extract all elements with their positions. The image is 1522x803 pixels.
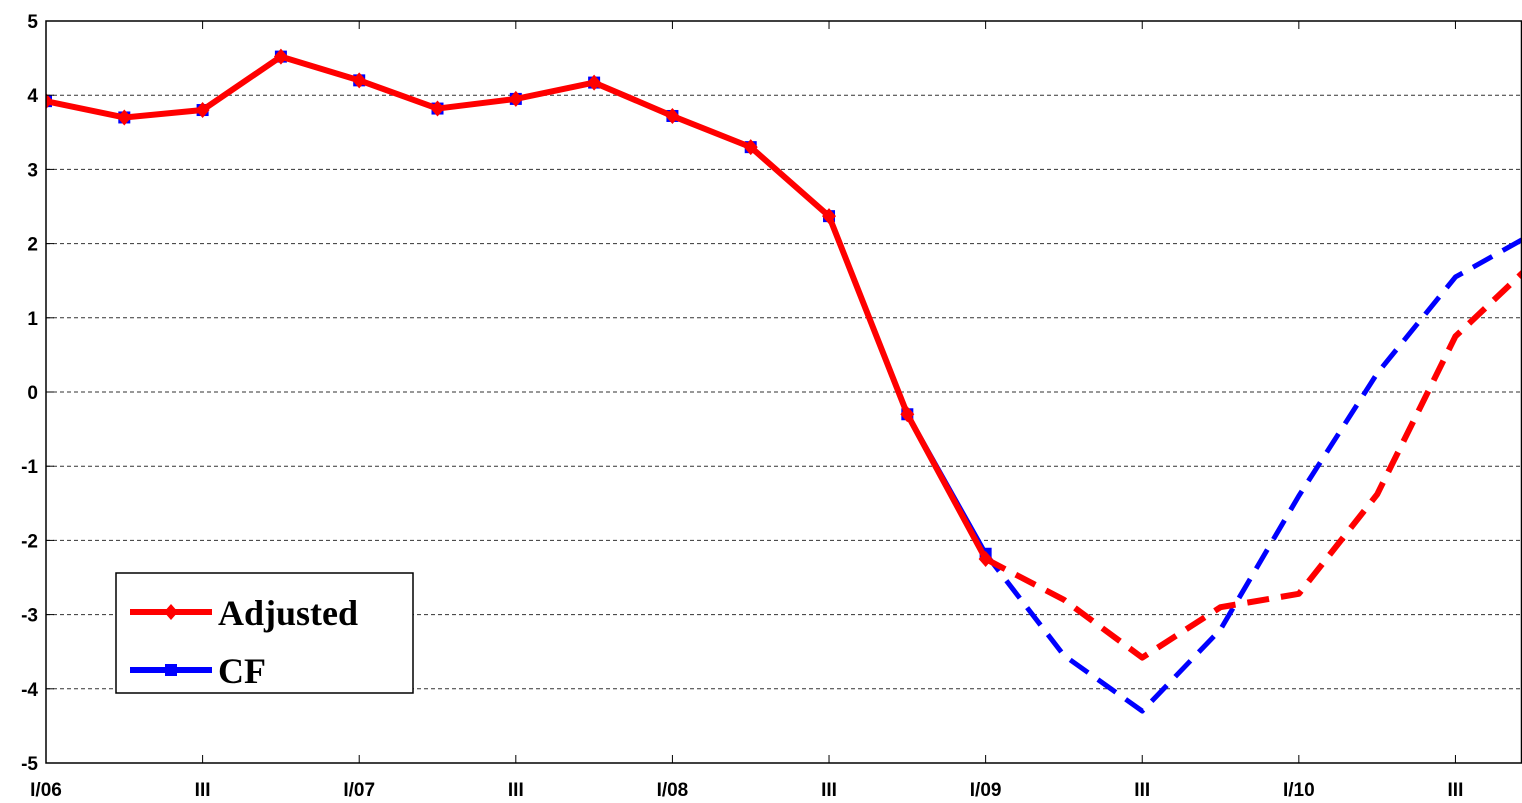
x-tick-label: I/08 <box>657 780 689 801</box>
series-line <box>46 53 989 561</box>
y-tick-label: 1 <box>27 309 38 330</box>
series-line <box>46 54 988 555</box>
y-tick-label: 2 <box>27 235 38 256</box>
forecast-line <box>984 269 1522 661</box>
y-tick-label: -4 <box>21 680 38 701</box>
legend-label: CF <box>218 651 266 691</box>
marker <box>743 139 758 156</box>
legend-marker <box>164 604 178 620</box>
x-tick-label: I/09 <box>970 780 1002 801</box>
marker <box>352 72 367 89</box>
y-tick-label: 0 <box>27 383 38 404</box>
x-tick-label: I/10 <box>1283 780 1315 801</box>
y-tick-label: 5 <box>27 12 38 33</box>
x-tick-label: III <box>195 780 211 801</box>
y-tick-label: -1 <box>21 457 38 478</box>
marker <box>117 109 132 126</box>
marker <box>900 406 915 423</box>
y-tick-label: -5 <box>21 754 38 775</box>
marker <box>665 107 680 124</box>
legend: Adjusted CF <box>115 572 414 694</box>
x-tick-label: III <box>821 780 837 801</box>
x-tick-label: III <box>508 780 524 801</box>
marker <box>822 208 837 225</box>
y-tick-label: -2 <box>21 531 38 552</box>
legend-label: Adjusted <box>218 593 358 633</box>
x-tick-label: III <box>1134 780 1150 801</box>
marker <box>430 100 445 117</box>
marker <box>508 90 523 107</box>
forecast-line <box>983 236 1522 714</box>
marker <box>587 74 602 91</box>
y-tick-label: 4 <box>27 86 38 107</box>
marker <box>273 48 288 65</box>
x-tick-label: I/06 <box>30 780 62 801</box>
legend-marker <box>165 664 177 676</box>
marker <box>46 93 53 110</box>
y-tick-label: 3 <box>27 160 38 181</box>
x-tick-label: III <box>1448 780 1464 801</box>
y-tick-label: -3 <box>21 606 38 627</box>
marker <box>978 550 993 567</box>
x-tick-label: I/07 <box>343 780 375 801</box>
marker <box>195 102 210 119</box>
plot-area <box>46 48 1522 714</box>
